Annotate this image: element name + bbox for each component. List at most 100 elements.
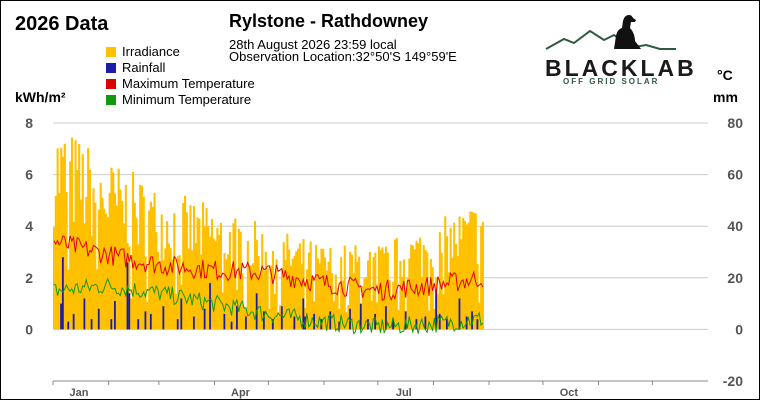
irradiance-bar [56, 148, 59, 330]
irradiance-bar [363, 278, 366, 330]
irradiance-bar [399, 260, 402, 330]
irradiance-bar [261, 234, 264, 330]
irradiance-bar [239, 231, 242, 330]
irradiance-bar [53, 227, 56, 330]
rainfall-bar [384, 306, 387, 330]
irradiance-bar [108, 192, 111, 330]
irradiance-bar [162, 260, 165, 330]
irradiance-bar [149, 201, 152, 330]
irradiance-bar [237, 228, 240, 330]
legend-label: Rainfall [122, 60, 166, 75]
rainfall-bar [162, 306, 165, 330]
legend-item-irradiance: Irradiance [106, 44, 180, 59]
irradiance-bar [291, 258, 294, 330]
irradiance-bar [462, 217, 465, 330]
irradiance-bar [262, 270, 266, 330]
irradiance-bar [343, 245, 346, 330]
irradiance-bar [453, 222, 456, 330]
irradiance-bar [307, 252, 310, 330]
rainfall-bars [60, 257, 479, 330]
irradiance-bar [279, 305, 282, 330]
left-axis-tick-label: 8 [25, 115, 33, 131]
irradiance-bar [334, 274, 337, 330]
legend-swatch-irradiance [106, 46, 116, 57]
irradiance-bar [184, 195, 187, 330]
legend-label: Irradiance [122, 44, 180, 59]
irradiance-bar [349, 251, 352, 330]
irradiance-bar [167, 243, 170, 330]
irradiance-bar [173, 213, 176, 330]
irradiance-bar [288, 249, 291, 330]
irradiance-bar [338, 308, 341, 330]
irradiance-bar [315, 244, 318, 330]
irradiance-bar [79, 199, 83, 330]
irradiance-bar [189, 205, 192, 330]
irradiance-bar [223, 253, 226, 330]
irradiance-bar [284, 260, 287, 330]
legend-swatch-max-temperature [106, 78, 116, 89]
rainfall-bar [458, 298, 461, 330]
rainfall-bar [209, 282, 211, 330]
irradiance-bar [192, 205, 196, 330]
irradiance-bar [78, 144, 81, 330]
rainfall-bar [271, 319, 274, 330]
rainfall-bar [438, 313, 441, 330]
irradiance-bar [431, 267, 434, 330]
irradiance-bar [408, 258, 411, 330]
irradiance-bar [420, 276, 423, 330]
irradiance-bar [289, 265, 292, 330]
irradiance-bar [115, 205, 118, 330]
irradiance-bar [417, 243, 420, 330]
rainfall-bar [245, 316, 247, 330]
irradiance-bar [83, 223, 86, 330]
irradiance-bar [429, 259, 432, 330]
irradiance-bar [390, 298, 393, 330]
irradiance-bar [72, 221, 75, 330]
irradiance-bar [426, 252, 429, 330]
irradiance-bar [458, 216, 461, 330]
year-title: 2026 Data [15, 13, 109, 35]
irradiance-bar [205, 207, 208, 330]
irradiance-bar [153, 192, 156, 330]
irradiance-bar [406, 278, 409, 330]
irradiance-bar [402, 259, 406, 330]
irradiance-bar [140, 185, 144, 330]
irradiance-bar [379, 250, 382, 330]
irradiance-bar [198, 218, 201, 330]
irradiance-bar [454, 243, 458, 330]
rainfall-bar [90, 319, 93, 330]
dog-silhouette [614, 15, 641, 49]
irradiance-bar [419, 237, 422, 330]
irradiance-bar [322, 249, 325, 330]
rainfall-bar [128, 293, 131, 330]
right-axis-tick-label: 80 [727, 115, 743, 131]
left-axis-tick-label: 0 [25, 321, 33, 337]
irradiance-bar [70, 137, 74, 330]
irradiance-bar [273, 293, 276, 330]
irradiance-bar [449, 227, 452, 330]
irradiance-bar [60, 147, 63, 330]
rainfall-bar [367, 319, 369, 330]
irradiance-bar [361, 286, 364, 330]
irradiance-bar [253, 221, 257, 330]
x-axis-month-label: Apr [231, 387, 251, 399]
irradiance-bar [225, 259, 228, 330]
irradiance-bar [411, 245, 414, 330]
logo-wordmark: BLACKLAB [545, 55, 697, 81]
irradiance-bar [336, 288, 339, 330]
irradiance-bar [341, 280, 345, 330]
irradiance-bar [67, 269, 70, 330]
irradiance-bar [158, 261, 161, 330]
irradiance-bar [280, 269, 283, 330]
irradiance-bar [58, 193, 61, 330]
left-axis-unit: kWh/m² [15, 89, 66, 105]
irradiance-bar [467, 222, 470, 330]
rainfall-bar [137, 319, 140, 330]
legend-item-min-temperature: Minimum Temperature [106, 92, 251, 107]
irradiance-bar [88, 169, 91, 330]
irradiance-bar [65, 192, 68, 330]
rainfall-bar [176, 319, 179, 330]
irradiance-bar [187, 248, 190, 330]
temperature-lines [53, 235, 484, 335]
